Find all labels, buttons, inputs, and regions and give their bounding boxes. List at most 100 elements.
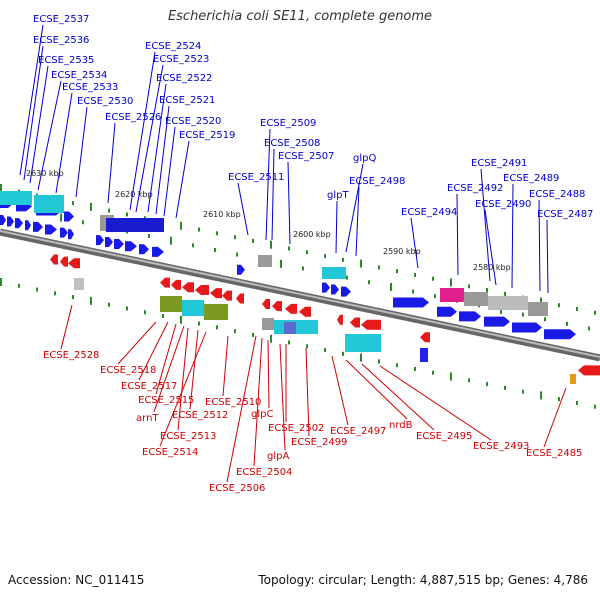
tick-mark	[396, 269, 398, 274]
tick-mark	[396, 363, 398, 368]
feature-block	[262, 318, 274, 330]
forward-gene-label: ECSE_2511	[228, 172, 284, 183]
feature-block	[345, 334, 381, 352]
reverse-gene-label: nrdB	[389, 420, 413, 431]
tick-mark	[540, 391, 542, 400]
tick-mark	[576, 400, 578, 405]
tick-mark	[360, 259, 362, 268]
leader-line	[55, 92, 73, 194]
leader-line	[253, 337, 263, 467]
tick-mark	[72, 201, 74, 206]
reverse-gene-arrow	[236, 293, 244, 304]
reverse-gene-label: ECSE_2499	[291, 437, 347, 448]
kbp-label: 2630 kbp	[26, 169, 64, 178]
tick-mark	[378, 265, 380, 270]
reverse-gene-label: ECSE_2515	[138, 395, 194, 406]
reverse-gene-label: ECSE_2513	[160, 431, 216, 442]
reverse-gene-label: glpC	[251, 409, 273, 420]
reverse-gene-arrow	[182, 282, 194, 293]
reverse-gene-label: ECSE_2518	[100, 365, 156, 376]
kbp-label: 2580 kbp	[473, 263, 511, 272]
feature-block	[34, 195, 64, 213]
tick-mark	[108, 208, 110, 213]
tick-mark	[540, 297, 542, 306]
leader-line	[177, 327, 189, 431]
tick-mark	[414, 366, 416, 371]
tick-mark	[324, 348, 326, 353]
tick-mark	[234, 329, 236, 334]
reverse-gene-label: ECSE_2506	[209, 483, 265, 494]
reverse-gene-label: arnT	[136, 413, 159, 424]
feature-block	[284, 322, 296, 334]
leader-line	[117, 321, 157, 365]
reverse-gene-arrow	[299, 306, 311, 317]
leader-line	[60, 304, 73, 350]
reverse-gene-arrow	[285, 303, 297, 314]
tick-mark	[306, 250, 308, 255]
reverse-gene-label: ECSE_2495	[416, 431, 472, 442]
leader-line	[410, 217, 419, 269]
leader-line	[511, 183, 514, 289]
backbone	[0, 228, 600, 362]
leader-line	[75, 106, 88, 198]
leader-line	[19, 24, 44, 176]
leader-line	[267, 339, 270, 409]
forward-gene-label: ECSE_2490	[475, 199, 531, 210]
leader-line	[484, 209, 497, 286]
leader-line	[163, 126, 176, 217]
leader-line	[226, 335, 257, 483]
tick-mark	[342, 257, 344, 262]
tick-mark	[346, 275, 348, 280]
feature-block	[258, 255, 272, 267]
forward-gene-arrow	[15, 218, 23, 229]
forward-gene-arrow	[512, 322, 542, 333]
leader-line	[265, 128, 271, 241]
tick-mark	[0, 278, 2, 286]
topology-summary: Topology: circular; Length: 4,887,515 bp…	[258, 573, 588, 587]
map-title: Escherichia coli SE11, complete genome	[167, 9, 433, 24]
forward-gene-arrow	[437, 306, 457, 317]
tick-mark	[216, 325, 218, 330]
tick-mark	[558, 397, 560, 402]
gene-labels: ECSE_2537ECSE_2536ECSE_2535ECSE_2534ECSE…	[33, 14, 593, 494]
tick-mark	[324, 254, 326, 259]
forward-gene-arrow	[125, 241, 137, 252]
forward-gene-label: ECSE_2521	[159, 95, 215, 106]
reverse-gene-label: ECSE_2512	[172, 410, 228, 421]
forward-gene-arrow	[237, 264, 245, 275]
tick-mark	[566, 321, 568, 326]
leader-line	[153, 325, 185, 413]
leader-line	[480, 168, 491, 282]
leader-line	[355, 186, 360, 257]
forward-gene-arrow	[544, 329, 576, 340]
tick-mark	[522, 312, 524, 317]
reverse-gene-arrow	[160, 277, 170, 288]
leader-line	[37, 80, 62, 191]
reverse-gene-arrow	[210, 288, 222, 299]
tick-mark	[148, 234, 150, 239]
forward-gene-arrow	[331, 284, 339, 295]
forward-gene-arrow	[393, 297, 429, 308]
tick-mark	[288, 246, 290, 251]
forward-gene-label: ECSE_2530	[77, 96, 133, 107]
tick-mark	[544, 317, 546, 322]
forward-gene-label: ECSE_2508	[264, 138, 320, 149]
tick-mark	[342, 351, 344, 356]
tick-mark	[108, 302, 110, 307]
tick-mark	[170, 236, 172, 245]
leader-line	[29, 65, 49, 184]
leader-line	[189, 329, 199, 410]
forward-gene-label: ECSE_2507	[278, 151, 334, 162]
forward-gene-label: glpT	[327, 190, 349, 201]
leader-line	[456, 193, 459, 276]
reverse-gene-arrow	[171, 279, 181, 290]
forward-gene-label: ECSE_2520	[165, 116, 221, 127]
forward-gene-label: ECSE_2487	[537, 209, 593, 220]
forward-gene-arrow	[60, 227, 68, 238]
accession-text: Accession: NC_011415	[8, 573, 145, 587]
tick-mark	[288, 340, 290, 345]
reverse-gene-label: ECSE_2528	[43, 350, 99, 361]
tick-mark	[306, 344, 308, 349]
reverse-gene-arrow	[337, 314, 343, 325]
